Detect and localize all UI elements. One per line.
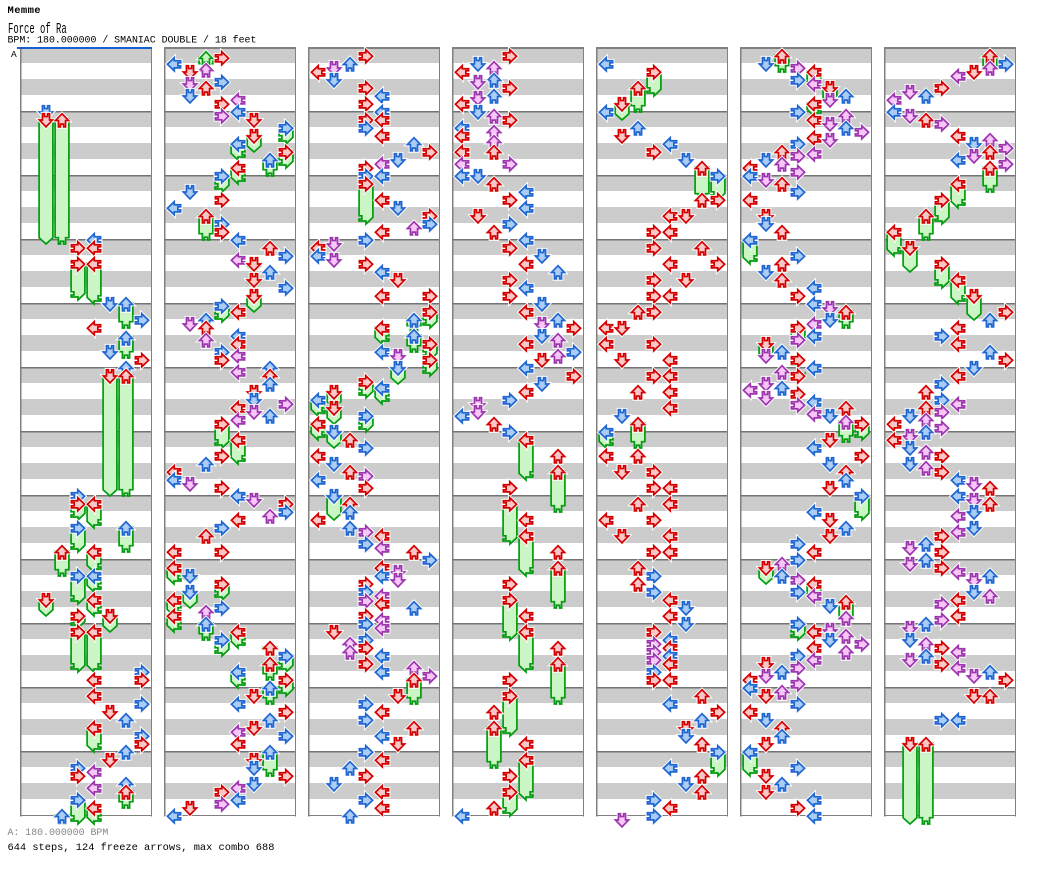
svg-text:Memme: Memme bbox=[8, 5, 42, 17]
svg-text:A: A bbox=[11, 49, 17, 60]
svg-text:Force of Ra: Force of Ra bbox=[8, 21, 67, 38]
svg-text:644 steps, 124 freeze arrows,: 644 steps, 124 freeze arrows, max combo … bbox=[8, 842, 275, 854]
svg-text:BPM: 180.000000 / SMANIAC DOUB: BPM: 180.000000 / SMANIAC DOUBLE / 18 fe… bbox=[8, 35, 257, 46]
svg-text:A: 180.000000 BPM: A: 180.000000 BPM bbox=[8, 827, 109, 838]
